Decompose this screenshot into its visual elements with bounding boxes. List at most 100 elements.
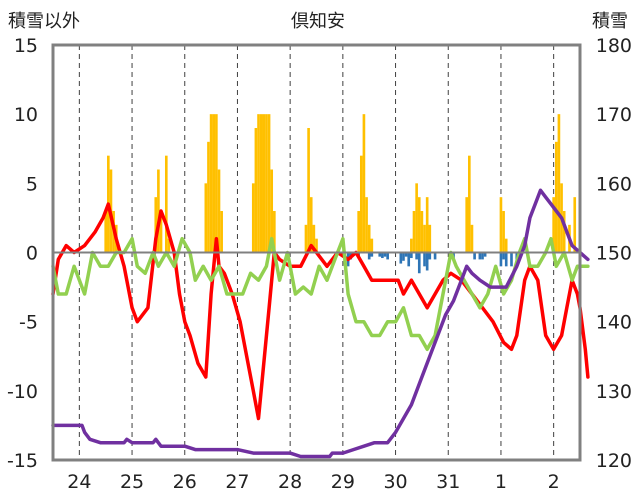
right-tick-labels: 180 170 160 150 140 130 120: [596, 35, 632, 472]
series-line: [51, 202, 590, 421]
left-tick-label: -10: [7, 381, 38, 403]
bar: [410, 238, 413, 253]
bar: [425, 252, 429, 271]
bar: [428, 224, 432, 253]
bar: [251, 183, 255, 253]
bar: [270, 169, 274, 253]
bar: [473, 252, 476, 260]
bar: [220, 211, 223, 253]
bar: [573, 197, 577, 253]
bar: [552, 197, 555, 253]
bar: [381, 252, 384, 259]
right-tick-label: 150: [596, 243, 632, 265]
bar: [357, 211, 360, 253]
right-tick-label: 170: [596, 104, 632, 126]
left-tick-label: -5: [19, 312, 38, 334]
bar: [307, 128, 310, 253]
bar: [557, 114, 561, 253]
bar: [554, 141, 558, 253]
bar: [407, 252, 411, 267]
bar: [164, 155, 168, 253]
left-tick-label: 15: [14, 35, 38, 57]
bar: [209, 114, 213, 253]
series-line: [51, 188, 590, 459]
right-tick-label: 130: [596, 381, 632, 403]
bar: [468, 155, 471, 253]
bar: [504, 238, 508, 253]
bar: [359, 155, 363, 253]
bar: [510, 252, 513, 267]
bar: [420, 211, 424, 253]
bar: [425, 197, 429, 253]
x-tick-label: 27: [225, 471, 249, 493]
x-tick-label: 24: [67, 471, 91, 493]
bar: [499, 197, 503, 253]
bar: [207, 141, 210, 253]
bar: [104, 211, 108, 253]
bar: [262, 114, 266, 253]
right-tick-label: 180: [596, 35, 632, 57]
x-tick-label: 1: [495, 471, 507, 493]
bar: [562, 211, 566, 253]
bar: [365, 197, 368, 253]
x-tick-label: 2: [548, 471, 560, 493]
bar: [465, 197, 469, 253]
bar: [404, 252, 408, 257]
bar: [370, 252, 374, 257]
bar-marks: [104, 114, 577, 274]
x-tick-label: 26: [173, 471, 197, 493]
bar: [265, 114, 268, 253]
right-tick-label: 160: [596, 173, 632, 195]
bar: [502, 211, 505, 253]
bar: [417, 252, 421, 274]
bar: [370, 238, 374, 253]
x-tick-label: 31: [436, 471, 460, 493]
bar: [167, 238, 171, 253]
bar: [470, 224, 474, 253]
left-tick-label: 5: [26, 173, 38, 195]
bar: [312, 224, 316, 253]
bar: [304, 224, 308, 253]
title: 倶知安: [291, 11, 345, 32]
line-series: [51, 188, 590, 459]
right-tick-label: 120: [596, 450, 632, 472]
bar: [267, 114, 271, 253]
bar: [259, 114, 263, 253]
bar: [159, 211, 163, 253]
bar: [502, 252, 505, 260]
bar: [481, 252, 484, 260]
left-tick-label: -15: [7, 450, 38, 472]
x-tick-label: 28: [278, 471, 302, 493]
left-tick-label: 0: [26, 243, 38, 265]
bar: [478, 252, 482, 260]
bar: [273, 211, 276, 253]
bar: [367, 224, 371, 253]
bar: [217, 169, 221, 253]
bar: [204, 183, 208, 253]
bar: [157, 169, 160, 253]
bar: [315, 238, 318, 253]
bar: [383, 252, 387, 257]
bar: [415, 252, 418, 260]
bar: [362, 114, 366, 253]
bar: [504, 252, 508, 267]
bar: [483, 252, 487, 257]
bar: [378, 252, 382, 257]
bar: [423, 224, 426, 253]
bar: [423, 252, 426, 267]
bar: [417, 197, 421, 253]
left-axis-label: 積雪以外: [8, 11, 80, 32]
bar: [415, 183, 418, 253]
bar: [433, 252, 437, 260]
bar: [386, 252, 389, 260]
bar: [309, 197, 313, 253]
x-tick-labels: 24 25 26 27 28 29 30 31 1 2: [67, 471, 559, 493]
x-tick-label: 29: [331, 471, 355, 493]
bar: [257, 114, 260, 253]
bar: [154, 197, 158, 253]
bar: [367, 252, 371, 260]
plot-frame: [51, 43, 582, 462]
x-tick-label: 25: [120, 471, 144, 493]
x-tick-label: 30: [383, 471, 407, 493]
